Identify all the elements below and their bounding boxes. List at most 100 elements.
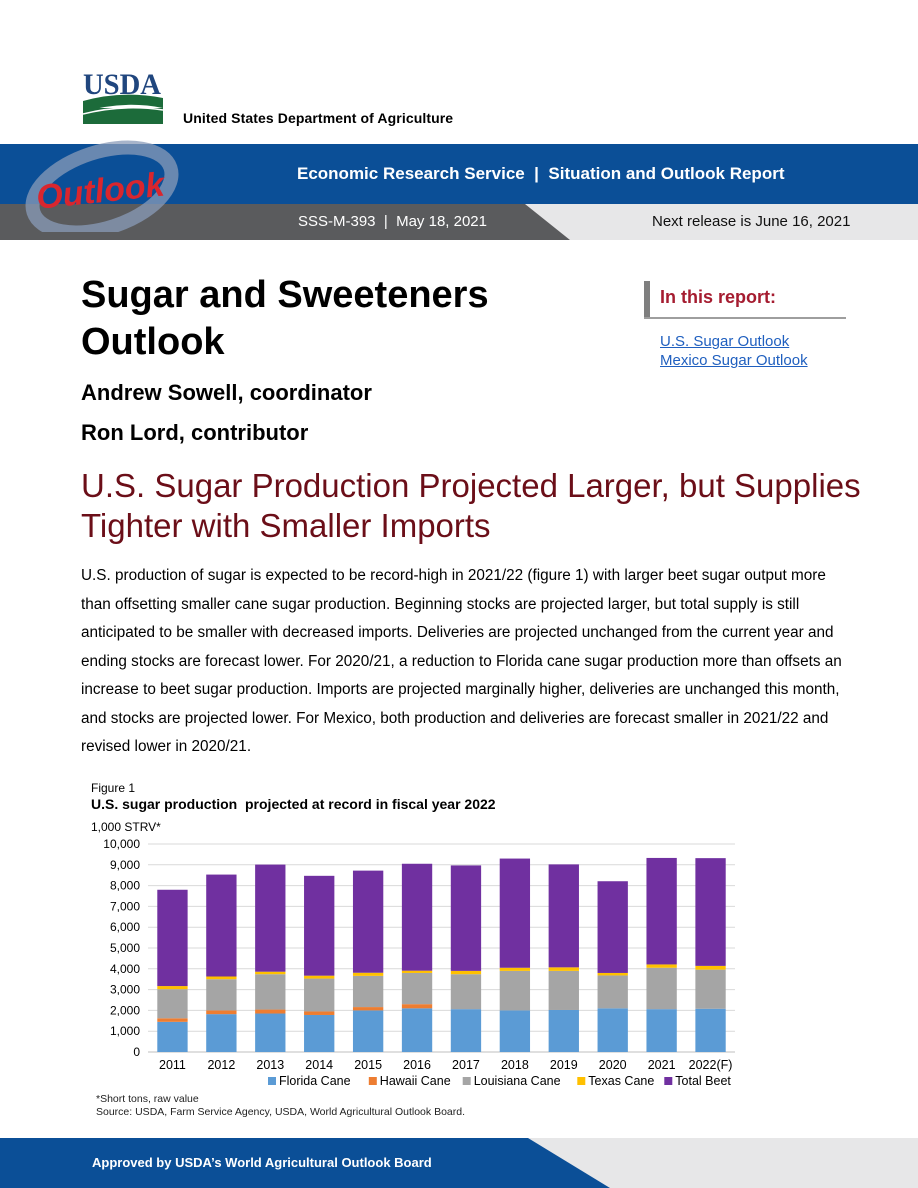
legend-label: Texas Cane xyxy=(588,1074,654,1088)
bar-segment xyxy=(304,975,335,979)
bar-segment xyxy=(255,1013,286,1052)
y-tick-label: 10,000 xyxy=(103,837,140,851)
bar-segment xyxy=(157,986,188,990)
bar-segment xyxy=(499,970,531,1011)
figure-label: Figure 1 xyxy=(91,781,136,795)
bar-segment xyxy=(304,875,335,976)
usda-logo: USDA xyxy=(83,68,163,124)
link-mexico-sugar-outlook[interactable]: Mexico Sugar Outlook xyxy=(660,352,808,369)
bar-segment xyxy=(499,967,531,971)
bar-segment xyxy=(157,1018,188,1022)
bar-segment xyxy=(255,971,286,975)
bar-segment xyxy=(646,967,677,1010)
x-tick-label: 2014 xyxy=(305,1058,333,1072)
bar-segment xyxy=(206,874,237,977)
figure-note: *Short tons, raw value xyxy=(96,1093,199,1105)
footer-blue-band xyxy=(0,1138,610,1188)
bar-segment xyxy=(695,969,726,1009)
figure-unit: 1,000 STRV* xyxy=(91,820,161,834)
x-tick-label: 2013 xyxy=(256,1058,284,1072)
banner-title: Economic Research Service | Situation an… xyxy=(297,164,785,183)
bar-segment xyxy=(401,863,433,971)
bar-segment xyxy=(401,972,433,1005)
footer-approval: Approved by USDA’s World Agricultural Ou… xyxy=(92,1155,432,1170)
bar-segment xyxy=(206,976,237,980)
figure-title: U.S. sugar production projected at recor… xyxy=(91,796,496,812)
bar-segment xyxy=(352,1010,384,1052)
headline: U.S. Sugar Production Projected Larger, … xyxy=(81,467,861,544)
bar-segment xyxy=(352,972,384,976)
x-tick-label: 2011 xyxy=(159,1058,186,1072)
bar-segment xyxy=(695,1008,726,1052)
y-tick-label: 1,000 xyxy=(110,1024,140,1038)
bar-segment xyxy=(450,1009,482,1052)
bar-segment xyxy=(157,889,188,987)
figure-source: Source: USDA, Farm Service Agency, USDA,… xyxy=(96,1106,466,1118)
x-tick-label: 2020 xyxy=(599,1058,627,1072)
bar-segment xyxy=(548,967,579,971)
x-tick-label: 2021 xyxy=(648,1058,676,1072)
bar-segment xyxy=(157,989,188,1019)
in-this-report-accent-bar xyxy=(644,281,650,317)
bar-segment xyxy=(499,1010,531,1052)
legend-label: Total Beet xyxy=(675,1074,731,1088)
y-tick-label: 6,000 xyxy=(110,920,140,934)
legend-swatch xyxy=(577,1077,586,1085)
body-paragraph: U.S. production of sugar is expected to … xyxy=(81,567,842,755)
bar-segment xyxy=(646,964,677,968)
in-this-report-divider xyxy=(644,317,846,319)
x-tick-label: 2017 xyxy=(452,1058,480,1072)
bar-segment xyxy=(401,1008,433,1052)
bar-segment xyxy=(695,858,726,966)
bar-segment xyxy=(548,970,579,1010)
bar-segment xyxy=(352,1007,384,1011)
x-tick-label: 2012 xyxy=(207,1058,235,1072)
legend-label: Hawaii Cane xyxy=(380,1074,451,1088)
bar-segment xyxy=(255,1009,286,1014)
issue-number-date: SSS-M-393 | May 18, 2021 xyxy=(298,213,487,230)
bar-segment xyxy=(450,865,482,971)
outlook-logo: Outlook xyxy=(25,140,179,232)
report-title: Sugar and Sweeteners Outlook xyxy=(81,274,489,363)
x-tick-label: 2015 xyxy=(354,1058,382,1072)
sugar-production-chart: 0 1,000 2,000 3,000 4,000 5,000 6,000 7,000 8,00… xyxy=(103,837,735,1088)
bar-segment xyxy=(695,965,726,970)
bar-segment xyxy=(255,974,286,1010)
bar-segment xyxy=(450,970,482,975)
bar-segment xyxy=(646,1009,677,1052)
bar-segment xyxy=(597,972,628,976)
y-tick-label: 3,000 xyxy=(110,983,140,997)
bar-segment xyxy=(304,1014,335,1052)
legend-swatch xyxy=(462,1077,471,1085)
legend-swatch xyxy=(268,1077,276,1085)
y-tick-label: 4,000 xyxy=(110,962,140,976)
y-tick-label: 0 xyxy=(133,1045,140,1059)
bar-segment xyxy=(597,975,628,1009)
author-contributor: Ron Lord, contributor xyxy=(81,420,309,445)
link-us-sugar-outlook[interactable]: U.S. Sugar Outlook xyxy=(660,333,790,350)
bar-segment xyxy=(206,1010,237,1015)
bar-segment xyxy=(499,858,531,968)
y-tick-label: 9,000 xyxy=(110,858,140,872)
x-tick-label: 2019 xyxy=(550,1058,578,1072)
author-coordinator: Andrew Sowell, coordinator xyxy=(81,380,372,405)
bar-segment xyxy=(401,1004,433,1009)
bar-segment xyxy=(401,970,433,973)
y-tick-label: 7,000 xyxy=(110,899,140,913)
bar-segment xyxy=(450,974,482,1010)
bar-segment xyxy=(597,881,628,973)
x-tick-label: 2022(F) xyxy=(689,1058,733,1072)
bar-segment xyxy=(597,1008,628,1052)
bar-segment xyxy=(646,857,677,965)
y-tick-label: 5,000 xyxy=(110,941,140,955)
in-this-report-heading: In this report: xyxy=(660,287,776,307)
legend-swatch xyxy=(368,1077,377,1085)
bar-segment xyxy=(206,979,237,1011)
bar-segment xyxy=(304,978,335,1012)
x-tick-label: 2016 xyxy=(403,1058,431,1072)
bar-segment xyxy=(157,1021,188,1052)
bar-segment xyxy=(206,1014,237,1052)
bar-segment xyxy=(352,870,384,973)
department-name: United States Department of Agriculture xyxy=(183,110,454,126)
y-tick-label: 8,000 xyxy=(110,879,140,893)
